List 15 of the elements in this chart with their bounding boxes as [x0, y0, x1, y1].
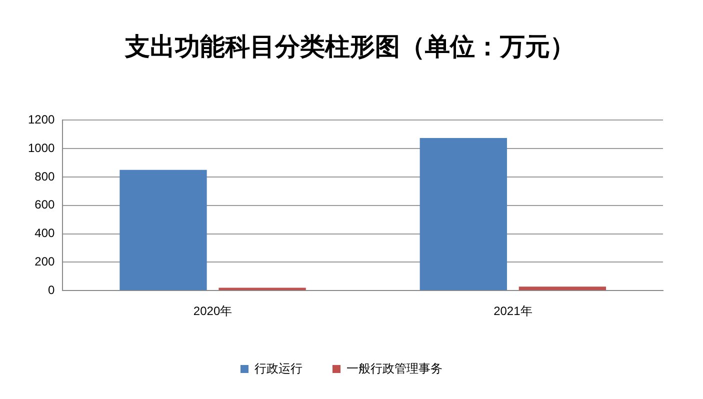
legend-label: 行政运行 — [254, 361, 302, 376]
y-tick-label: 800 — [34, 169, 56, 184]
bar — [518, 286, 606, 290]
y-tick-label: 1000 — [28, 140, 56, 155]
legend-label: 一般行政管理事务 — [346, 361, 442, 376]
y-tick-label: 200 — [34, 254, 56, 269]
bar — [120, 170, 207, 290]
x-tick-label: 2021年 — [494, 304, 532, 318]
y-tick-label: 600 — [34, 198, 56, 212]
y-tick-label: 1200 — [28, 112, 56, 127]
bar — [420, 138, 507, 290]
y-tick-label: 0 — [48, 282, 56, 297]
chart-title: 支出功能科目分类柱形图（单位：万元） — [124, 31, 576, 63]
y-tick-label: 400 — [34, 226, 56, 240]
x-tick-label: 2020年 — [193, 304, 232, 318]
